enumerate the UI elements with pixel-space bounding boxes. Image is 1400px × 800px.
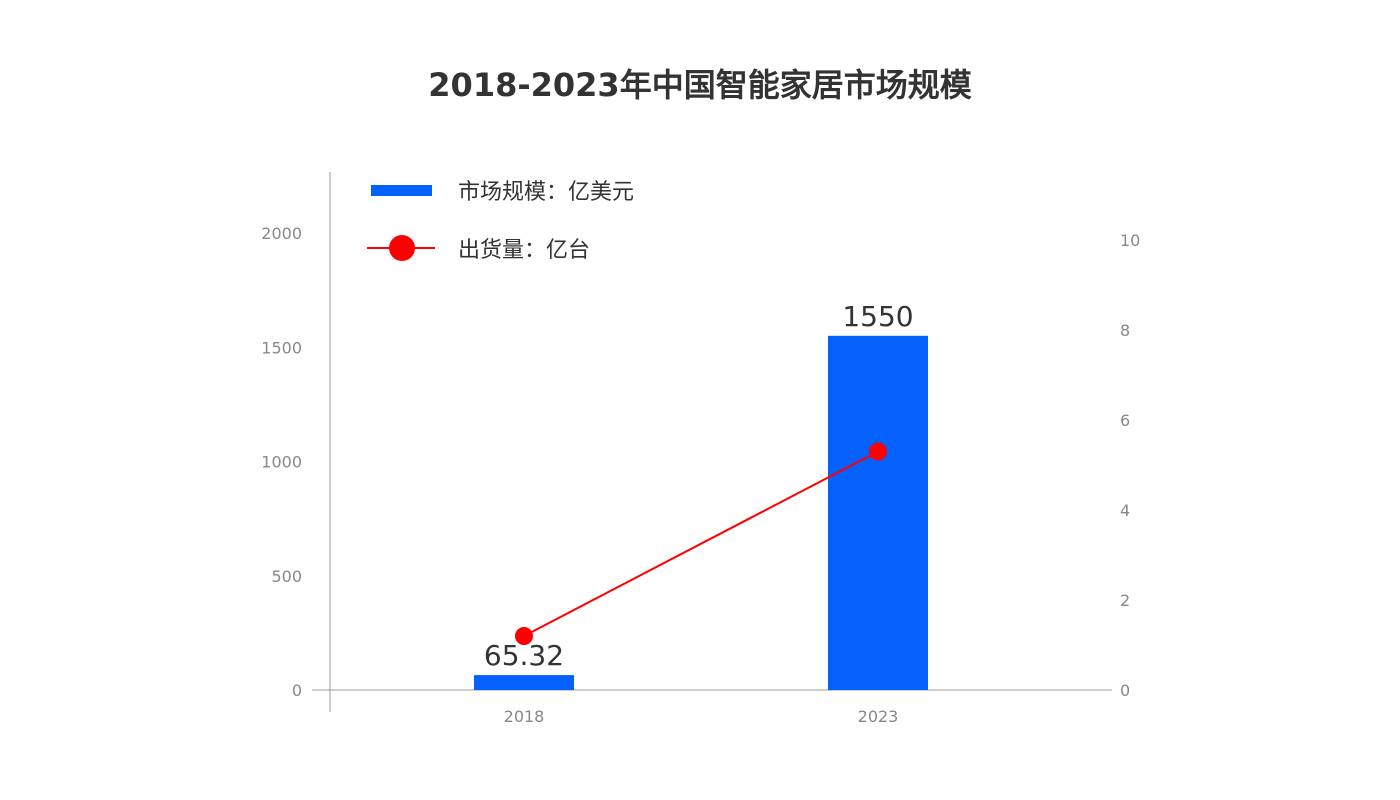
- legend-bar-swatch: [371, 185, 432, 196]
- right-axis-ticks: 0 2 4 6 8 10: [1120, 231, 1140, 700]
- shipments-point-2018: [515, 627, 533, 645]
- left-tick-label: 1500: [261, 338, 302, 357]
- line-series: [515, 442, 887, 645]
- legend-label-shipments: 出货量：亿台: [458, 238, 590, 263]
- right-tick-label: 4: [1120, 501, 1130, 520]
- legend: 市场规模：亿美元 出货量：亿台: [367, 180, 634, 263]
- shipments-point-2023: [869, 442, 887, 461]
- left-axis-ticks: 0 500 1000 1500 2000: [261, 224, 302, 700]
- right-tick-label: 0: [1120, 681, 1130, 700]
- right-tick-label: 8: [1120, 321, 1130, 340]
- legend-label-market-size: 市场规模：亿美元: [458, 180, 634, 205]
- axes: [312, 172, 1112, 712]
- bar-2018: [474, 675, 574, 690]
- left-tick-label: 0: [292, 681, 302, 700]
- chart-title: 2018-2023年中国智能家居市场规模: [428, 66, 972, 104]
- bar-label-2023: 1550: [842, 300, 913, 333]
- x-tick-label: 2023: [858, 707, 899, 726]
- right-tick-label: 10: [1120, 231, 1140, 250]
- right-tick-label: 6: [1120, 411, 1130, 430]
- left-tick-label: 2000: [261, 224, 302, 243]
- x-axis-ticks: 2018 2023: [504, 707, 899, 726]
- right-tick-label: 2: [1120, 591, 1130, 610]
- x-tick-label: 2018: [504, 707, 545, 726]
- legend-marker-icon: [389, 235, 415, 261]
- left-tick-label: 500: [271, 567, 302, 586]
- left-tick-label: 1000: [261, 453, 302, 472]
- shipments-line: [523, 450, 879, 637]
- bar-2023: [828, 335, 928, 690]
- bars: [474, 335, 928, 690]
